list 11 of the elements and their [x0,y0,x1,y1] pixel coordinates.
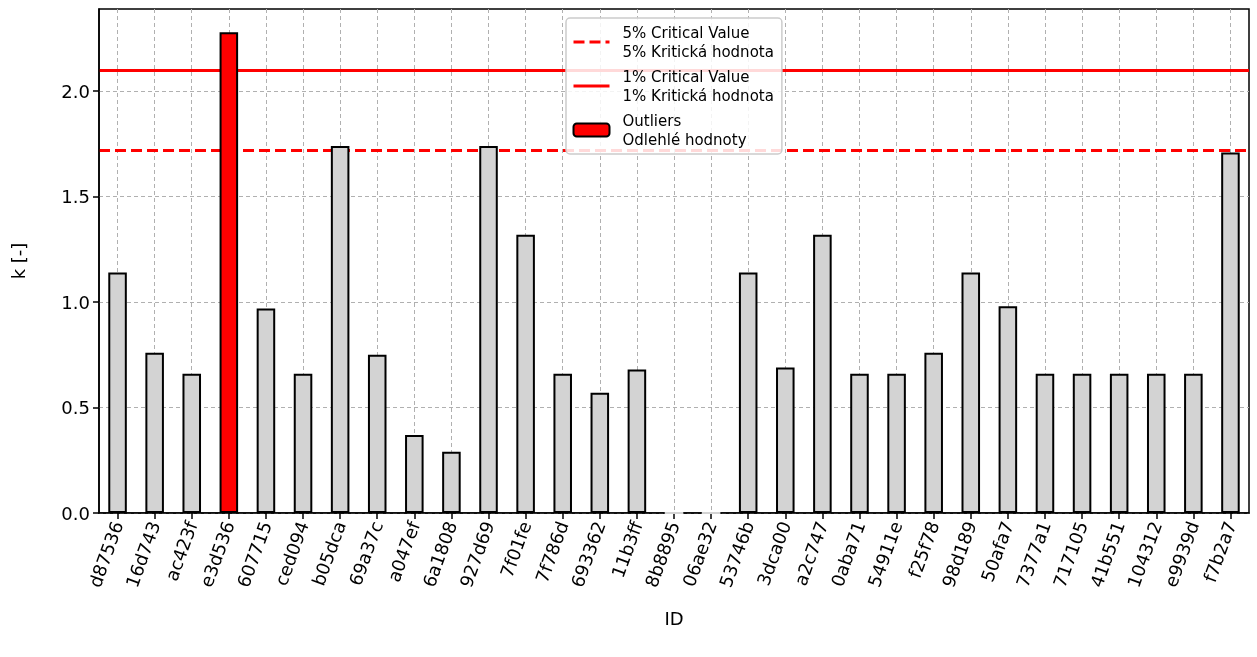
x-tick-label: ac423f [160,517,202,584]
x-axis-title: ID [664,607,684,629]
y-tick-label: 2.0 [61,80,90,102]
y-tick-label: 1.5 [61,186,90,208]
y-tick-label: 0.5 [61,397,90,419]
y-axis-title: k [-] [7,242,29,280]
legend-label: Outliers Odlehlé hodnoty [622,111,747,149]
y-tick-label: 1.0 [61,291,90,313]
legend-label: 1% Critical Value 1% Kritická hodnota [622,67,774,105]
legend-label: 5% Critical Value 5% Kritická hodnota [622,23,774,61]
y-tick-label: 0.0 [61,502,90,524]
